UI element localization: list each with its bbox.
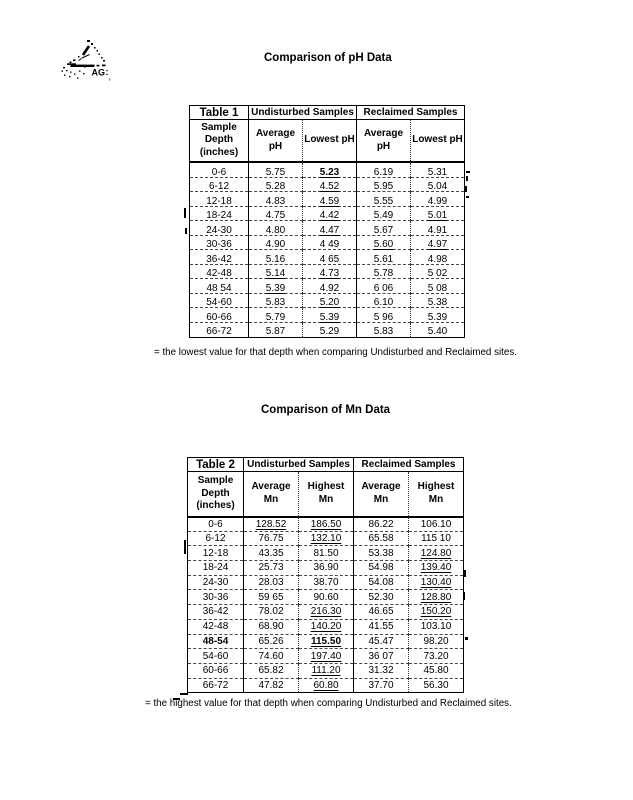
svg-text:AG: AG: [92, 68, 106, 78]
svg-text::: :: [106, 67, 109, 77]
svg-text:,: ,: [109, 72, 112, 82]
